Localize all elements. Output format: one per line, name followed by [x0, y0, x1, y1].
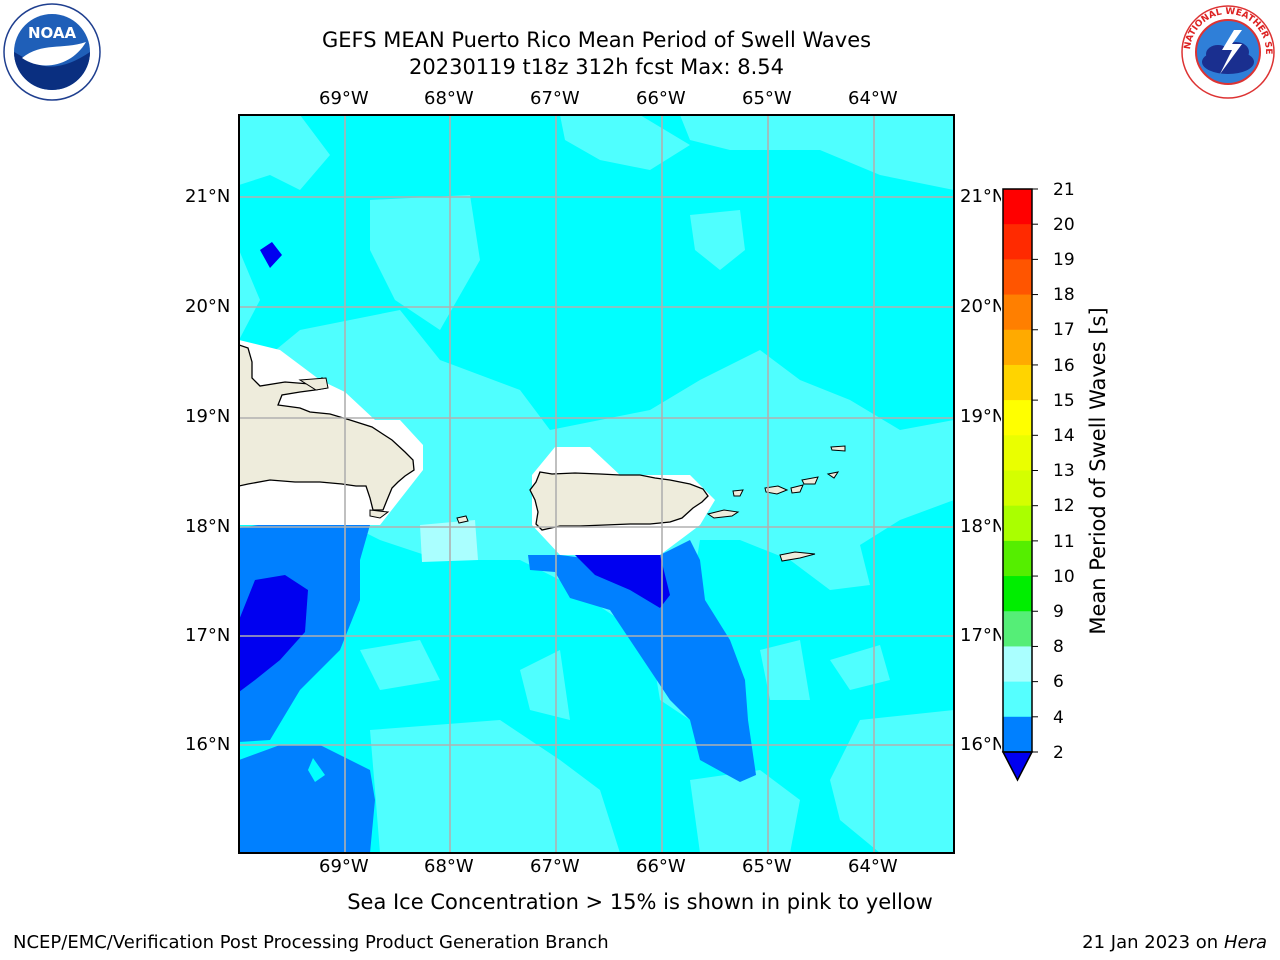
lon-label-bottom: 69°W: [319, 856, 369, 877]
colorbar-segment: [1003, 681, 1032, 718]
colorbar-segment: [1003, 646, 1032, 683]
date-value: 21 Jan 2023 on: [1082, 932, 1224, 953]
colorbar-segment: [1003, 716, 1032, 752]
colorbar-tick-label: 17: [1053, 320, 1075, 340]
lon-label-bottom: 68°W: [424, 856, 474, 877]
date-text: 21 Jan 2023 on Hera: [1082, 932, 1267, 953]
contour-9s: [420, 520, 478, 562]
lat-label-left: 17°N: [185, 625, 231, 646]
lat-label-right: 16°N: [960, 734, 1006, 755]
colorbar-segment: [1003, 505, 1032, 542]
land-puerto-rico: [529, 471, 709, 531]
lat-label-left: 21°N: [185, 186, 231, 207]
lat-label-right: 20°N: [960, 296, 1006, 317]
lat-label-right: 17°N: [960, 625, 1006, 646]
lon-label-bottom: 64°W: [848, 856, 898, 877]
credit-text: NCEP/EMC/Verification Post Processing Pr…: [13, 932, 609, 953]
colorbar-segment: [1003, 329, 1032, 366]
colorbar-extend-arrow: [1001, 751, 1034, 782]
colorbar-tick-label: 4: [1053, 708, 1064, 728]
lat-label-right: 18°N: [960, 516, 1006, 537]
colorbar-tick-label: 16: [1053, 356, 1075, 376]
colorbar-segment: [1003, 294, 1032, 331]
lon-label-bottom: 66°W: [636, 856, 686, 877]
colorbar-segment: [1003, 259, 1032, 296]
colorbar-segment: [1003, 470, 1032, 507]
lat-label-left: 16°N: [185, 734, 231, 755]
colorbar-segment: [1003, 540, 1032, 577]
colorbar-tick-label: 9: [1053, 602, 1064, 622]
colorbar-title: Mean Period of Swell Waves [s]: [1086, 307, 1110, 635]
svg-text:NOAA: NOAA: [28, 24, 77, 42]
colorbar-segment: [1003, 364, 1032, 401]
colorbar-tick-label: 14: [1053, 426, 1075, 446]
colorbar-segment: [1003, 611, 1032, 647]
colorbar-segment: [1003, 435, 1032, 471]
lon-label-top: 69°W: [319, 88, 369, 109]
map-plot-area: [239, 115, 954, 853]
lat-label-right: 21°N: [960, 186, 1006, 207]
colorbar-segment: [1003, 576, 1032, 612]
colorbar-tick-label: 6: [1053, 672, 1064, 692]
chart-subtitle: 20230119 t18z 312h fcst Max: 8.54: [409, 55, 784, 79]
lon-label-top: 64°W: [848, 88, 898, 109]
colorbar-tick-label: 11: [1053, 532, 1075, 552]
colorbar-segment: [1003, 189, 1032, 225]
colorbar-tick-label: 20: [1053, 215, 1075, 235]
lon-label-top: 68°W: [424, 88, 474, 109]
colorbar-tick-label: 21: [1053, 180, 1075, 200]
colorbar-tick-label: 12: [1053, 496, 1075, 516]
colorbar-segment: [1003, 224, 1032, 260]
lat-label-left: 20°N: [185, 296, 231, 317]
lon-label-bottom: 65°W: [742, 856, 792, 877]
lat-label-left: 19°N: [185, 406, 231, 427]
map-border: [238, 114, 955, 854]
sea-ice-note: Sea Ice Concentration > 15% is shown in …: [347, 890, 933, 914]
lon-label-top: 65°W: [742, 88, 792, 109]
colorbar-tick-label: 10: [1053, 567, 1075, 587]
lon-label-bottom: 67°W: [530, 856, 580, 877]
colorbar-tick-label: 15: [1053, 391, 1075, 411]
machine-name: Hera: [1223, 932, 1267, 953]
colorbar-tick-label: 8: [1053, 637, 1064, 657]
nws-logo: NATIONAL WEATHER SERVICE: [1178, 2, 1275, 99]
lon-label-top: 66°W: [636, 88, 686, 109]
colorbar-tick-label: 19: [1053, 250, 1075, 270]
graticule: [239, 115, 954, 853]
colorbar-segment: [1003, 400, 1032, 436]
chart-title: GEFS MEAN Puerto Rico Mean Period of Swe…: [321, 28, 872, 52]
lat-label-right: 19°N: [960, 406, 1006, 427]
colorbar-tick-label: 18: [1053, 285, 1075, 305]
lon-label-top: 67°W: [530, 88, 580, 109]
colorbar-tick-label: 13: [1053, 461, 1075, 481]
colorbar-tick-label: 2: [1053, 743, 1064, 763]
lat-label-left: 18°N: [185, 516, 231, 537]
noaa-logo: NOAA: [3, 3, 101, 101]
